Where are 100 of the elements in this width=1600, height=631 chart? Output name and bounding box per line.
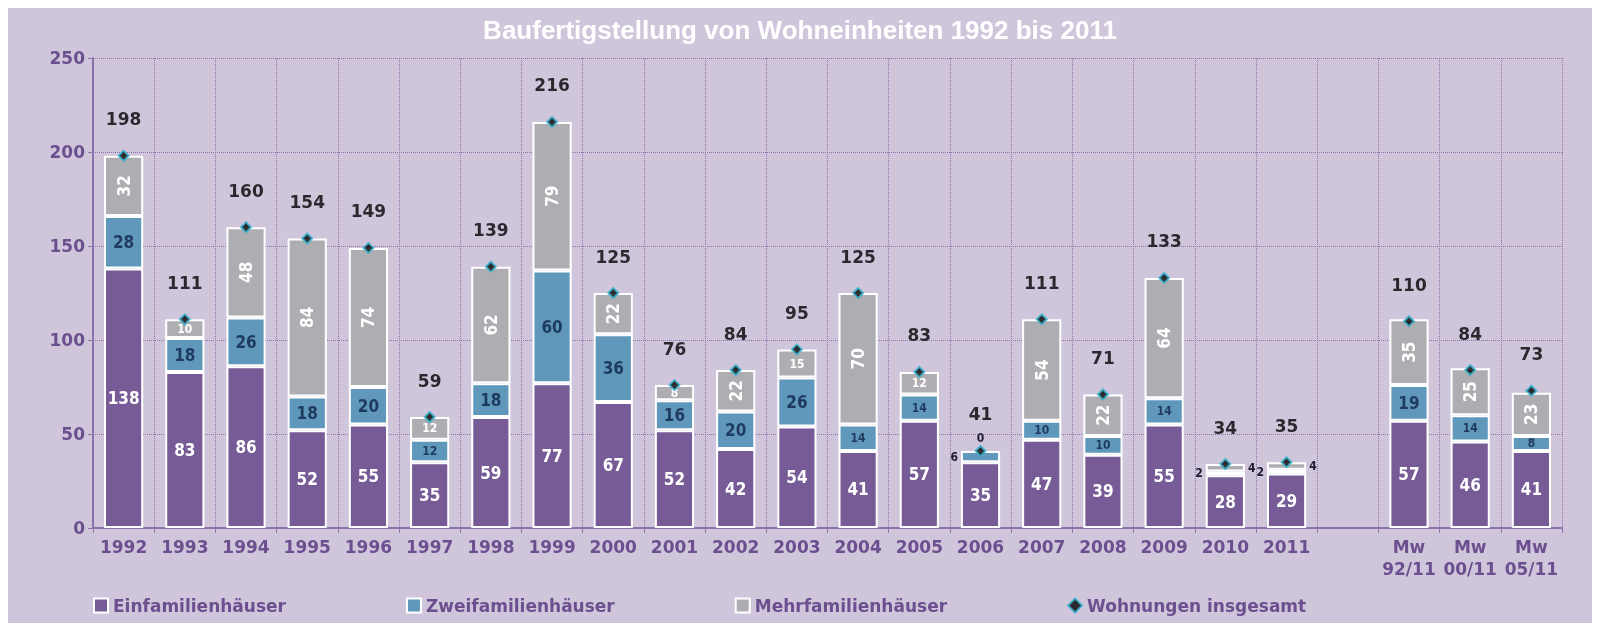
data-label: 57 [908, 464, 930, 485]
data-label: 84 [1458, 323, 1483, 344]
y-tick-label: 200 [49, 142, 86, 162]
data-label: 70 [848, 348, 869, 370]
data-label: 83 [907, 325, 932, 346]
legend-label: Wohnungen insgesamt [1087, 595, 1307, 616]
data-label: 14 [1156, 404, 1173, 419]
data-label: 35 [969, 485, 992, 506]
x-tick-label: 2004 [834, 537, 882, 557]
chart-title: Baufertigstellung von Wohneinheiten 1992 bis 2011 [483, 15, 1117, 45]
data-label: 15 [789, 356, 805, 371]
data-label: 83 [174, 439, 196, 460]
x-tick-label: Mw 05/11 [1504, 537, 1559, 579]
data-label: 18 [296, 403, 318, 424]
data-label: 59 [480, 462, 502, 483]
point [1219, 458, 1232, 471]
x-tick-label: 1993 [161, 537, 209, 557]
data-label: 160 [228, 180, 264, 201]
point [729, 364, 742, 377]
point [423, 411, 436, 424]
data-label: 125 [595, 246, 632, 267]
point [1096, 388, 1109, 401]
data-label: 139 [473, 220, 509, 241]
x-tick-label: 1994 [222, 537, 270, 557]
data-label: 22 [603, 303, 624, 325]
data-label: 2 [1195, 466, 1203, 481]
bar [1205, 475, 1245, 528]
x-tick-label: 2001 [650, 537, 699, 557]
point [362, 241, 375, 254]
legend-label: Zweifamilienhäuser [425, 595, 616, 616]
x-tick-label: 2003 [773, 537, 821, 557]
legend-label: Einfamilienhäuser [113, 595, 287, 616]
data-label: 74 [358, 306, 379, 329]
x-tick-label: 2002 [712, 537, 760, 557]
x-tick-label: 2011 [1262, 537, 1311, 557]
data-label: 14 [1462, 421, 1479, 436]
point [974, 444, 987, 457]
x-tick-label: 1999 [528, 537, 576, 557]
data-label: 111 [1023, 272, 1060, 293]
data-label: 216 [534, 75, 570, 96]
data-label: 16 [663, 405, 686, 426]
x-tick-label: Mw 00/11 [1443, 537, 1497, 579]
data-label: 8 [670, 385, 679, 400]
data-label: 110 [1391, 274, 1427, 295]
x-tick-label: 2010 [1201, 537, 1250, 557]
data-label: 35 [1274, 415, 1299, 436]
point [913, 365, 926, 378]
point [240, 221, 253, 234]
data-label: 29 [1275, 490, 1298, 511]
data-label: 198 [105, 109, 142, 130]
data-label: 62 [480, 314, 501, 336]
data-label: 79 [542, 185, 563, 207]
data-label: 18 [480, 390, 502, 411]
data-label: 28 [1214, 491, 1236, 512]
data-label: 12 [422, 421, 438, 436]
data-label: 39 [1092, 481, 1114, 502]
data-label: 77 [541, 445, 563, 466]
data-label: 10 [1095, 438, 1111, 453]
data-label: 41 [847, 479, 869, 500]
data-label: 28 [112, 232, 135, 253]
data-label: 10 [1034, 423, 1050, 438]
data-label: 76 [662, 338, 687, 359]
data-label: 111 [167, 272, 203, 293]
data-label: 18 [174, 345, 196, 366]
y-tick-label: 0 [73, 518, 86, 538]
point [1158, 271, 1171, 284]
data-label: 20 [357, 395, 380, 416]
data-label: 36 [602, 358, 624, 379]
data-label: 125 [840, 246, 876, 267]
point [607, 287, 620, 299]
x-tick-label: 2005 [895, 537, 943, 557]
data-label: 57 [1398, 464, 1420, 485]
data-label: 25 [1460, 381, 1481, 403]
data-label: 23 [1521, 403, 1542, 425]
point [1280, 456, 1293, 469]
data-label: 12 [911, 376, 927, 391]
data-label: 154 [289, 191, 326, 212]
data-label: 26 [235, 331, 257, 352]
data-label: 4 [1247, 460, 1256, 475]
data-label: 84 [723, 323, 748, 344]
data-label: 54 [1031, 359, 1052, 381]
x-tick-label: 2009 [1140, 537, 1188, 557]
legend-label: Mehrfamilienhäuser [754, 595, 948, 616]
x-tick-label: 1996 [344, 537, 393, 557]
data-label: 26 [786, 392, 808, 413]
data-label: 22 [1092, 404, 1113, 426]
x-tick-label: 1997 [405, 537, 454, 557]
data-label: 19 [1398, 392, 1420, 413]
data-label: 8 [1527, 436, 1536, 451]
data-label: 20 [725, 420, 747, 441]
x-tick-label: Mw 92/11 [1382, 537, 1436, 579]
data-label: 35 [1398, 341, 1419, 363]
point [1402, 315, 1415, 328]
y-tick-label: 50 [61, 424, 86, 444]
point [790, 343, 803, 356]
x-tick-label: 2007 [1018, 537, 1066, 557]
point [546, 115, 559, 128]
data-label: 67 [602, 455, 624, 476]
data-label: 6 [950, 449, 958, 464]
data-label: 48 [236, 261, 257, 283]
